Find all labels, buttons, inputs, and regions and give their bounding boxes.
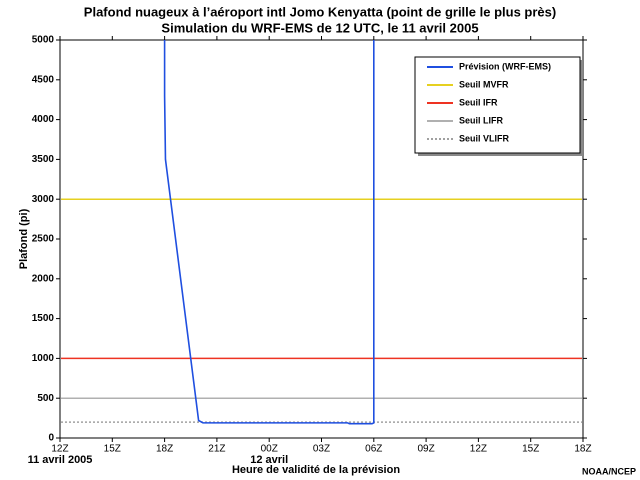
legend-label: Seuil MVFR (459, 79, 509, 89)
y-tick-label: 4500 (32, 74, 55, 85)
y-tick-label: 2000 (32, 273, 55, 284)
legend-label: Seuil VLIFR (459, 133, 510, 143)
x-axis-label: Heure de validité de la prévision (232, 464, 400, 476)
x-tick-label: 09Z (417, 444, 434, 455)
y-tick-label: 3500 (32, 154, 55, 165)
chart-subtitle: Simulation du WRF-EMS de 12 UTC, le 11 a… (161, 20, 478, 35)
x-tick-label: 15Z (104, 444, 121, 455)
y-tick-label: 5000 (32, 35, 55, 46)
legend-label: Prévision (WRF-EMS) (459, 61, 551, 71)
date-label: 11 avril 2005 (28, 454, 93, 466)
forecast-line (163, 40, 375, 425)
date-label: 12 avril (250, 454, 288, 466)
legend-label: Seuil LIFR (459, 115, 504, 125)
x-tick-label: 18Z (574, 444, 591, 455)
legend-label: Seuil IFR (459, 97, 498, 107)
y-tick-label: 4000 (32, 114, 55, 125)
x-tick-label: 03Z (313, 444, 330, 455)
x-tick-label: 21Z (208, 444, 225, 455)
y-tick-label: 0 (48, 433, 54, 444)
x-tick-label: 06Z (365, 444, 382, 455)
x-tick-label: 18Z (156, 444, 173, 455)
y-tick-label: 500 (37, 393, 54, 404)
y-tick-label: 2500 (32, 234, 55, 245)
y-tick-label: 1000 (32, 353, 55, 364)
y-tick-label: 3000 (32, 194, 55, 205)
x-tick-label: 15Z (522, 444, 539, 455)
chart-title: Plafond nuageux à l’aéroport intl Jomo K… (84, 4, 556, 19)
y-axis-label: Plafond (pi) (18, 208, 30, 269)
x-tick-label: 12Z (470, 444, 487, 455)
credit: NOAA/NCEP (582, 466, 636, 476)
y-tick-label: 1500 (32, 313, 55, 324)
legend (414, 56, 581, 154)
x-tick-label: 12Z (51, 444, 68, 455)
x-tick-label: 00Z (261, 444, 278, 455)
